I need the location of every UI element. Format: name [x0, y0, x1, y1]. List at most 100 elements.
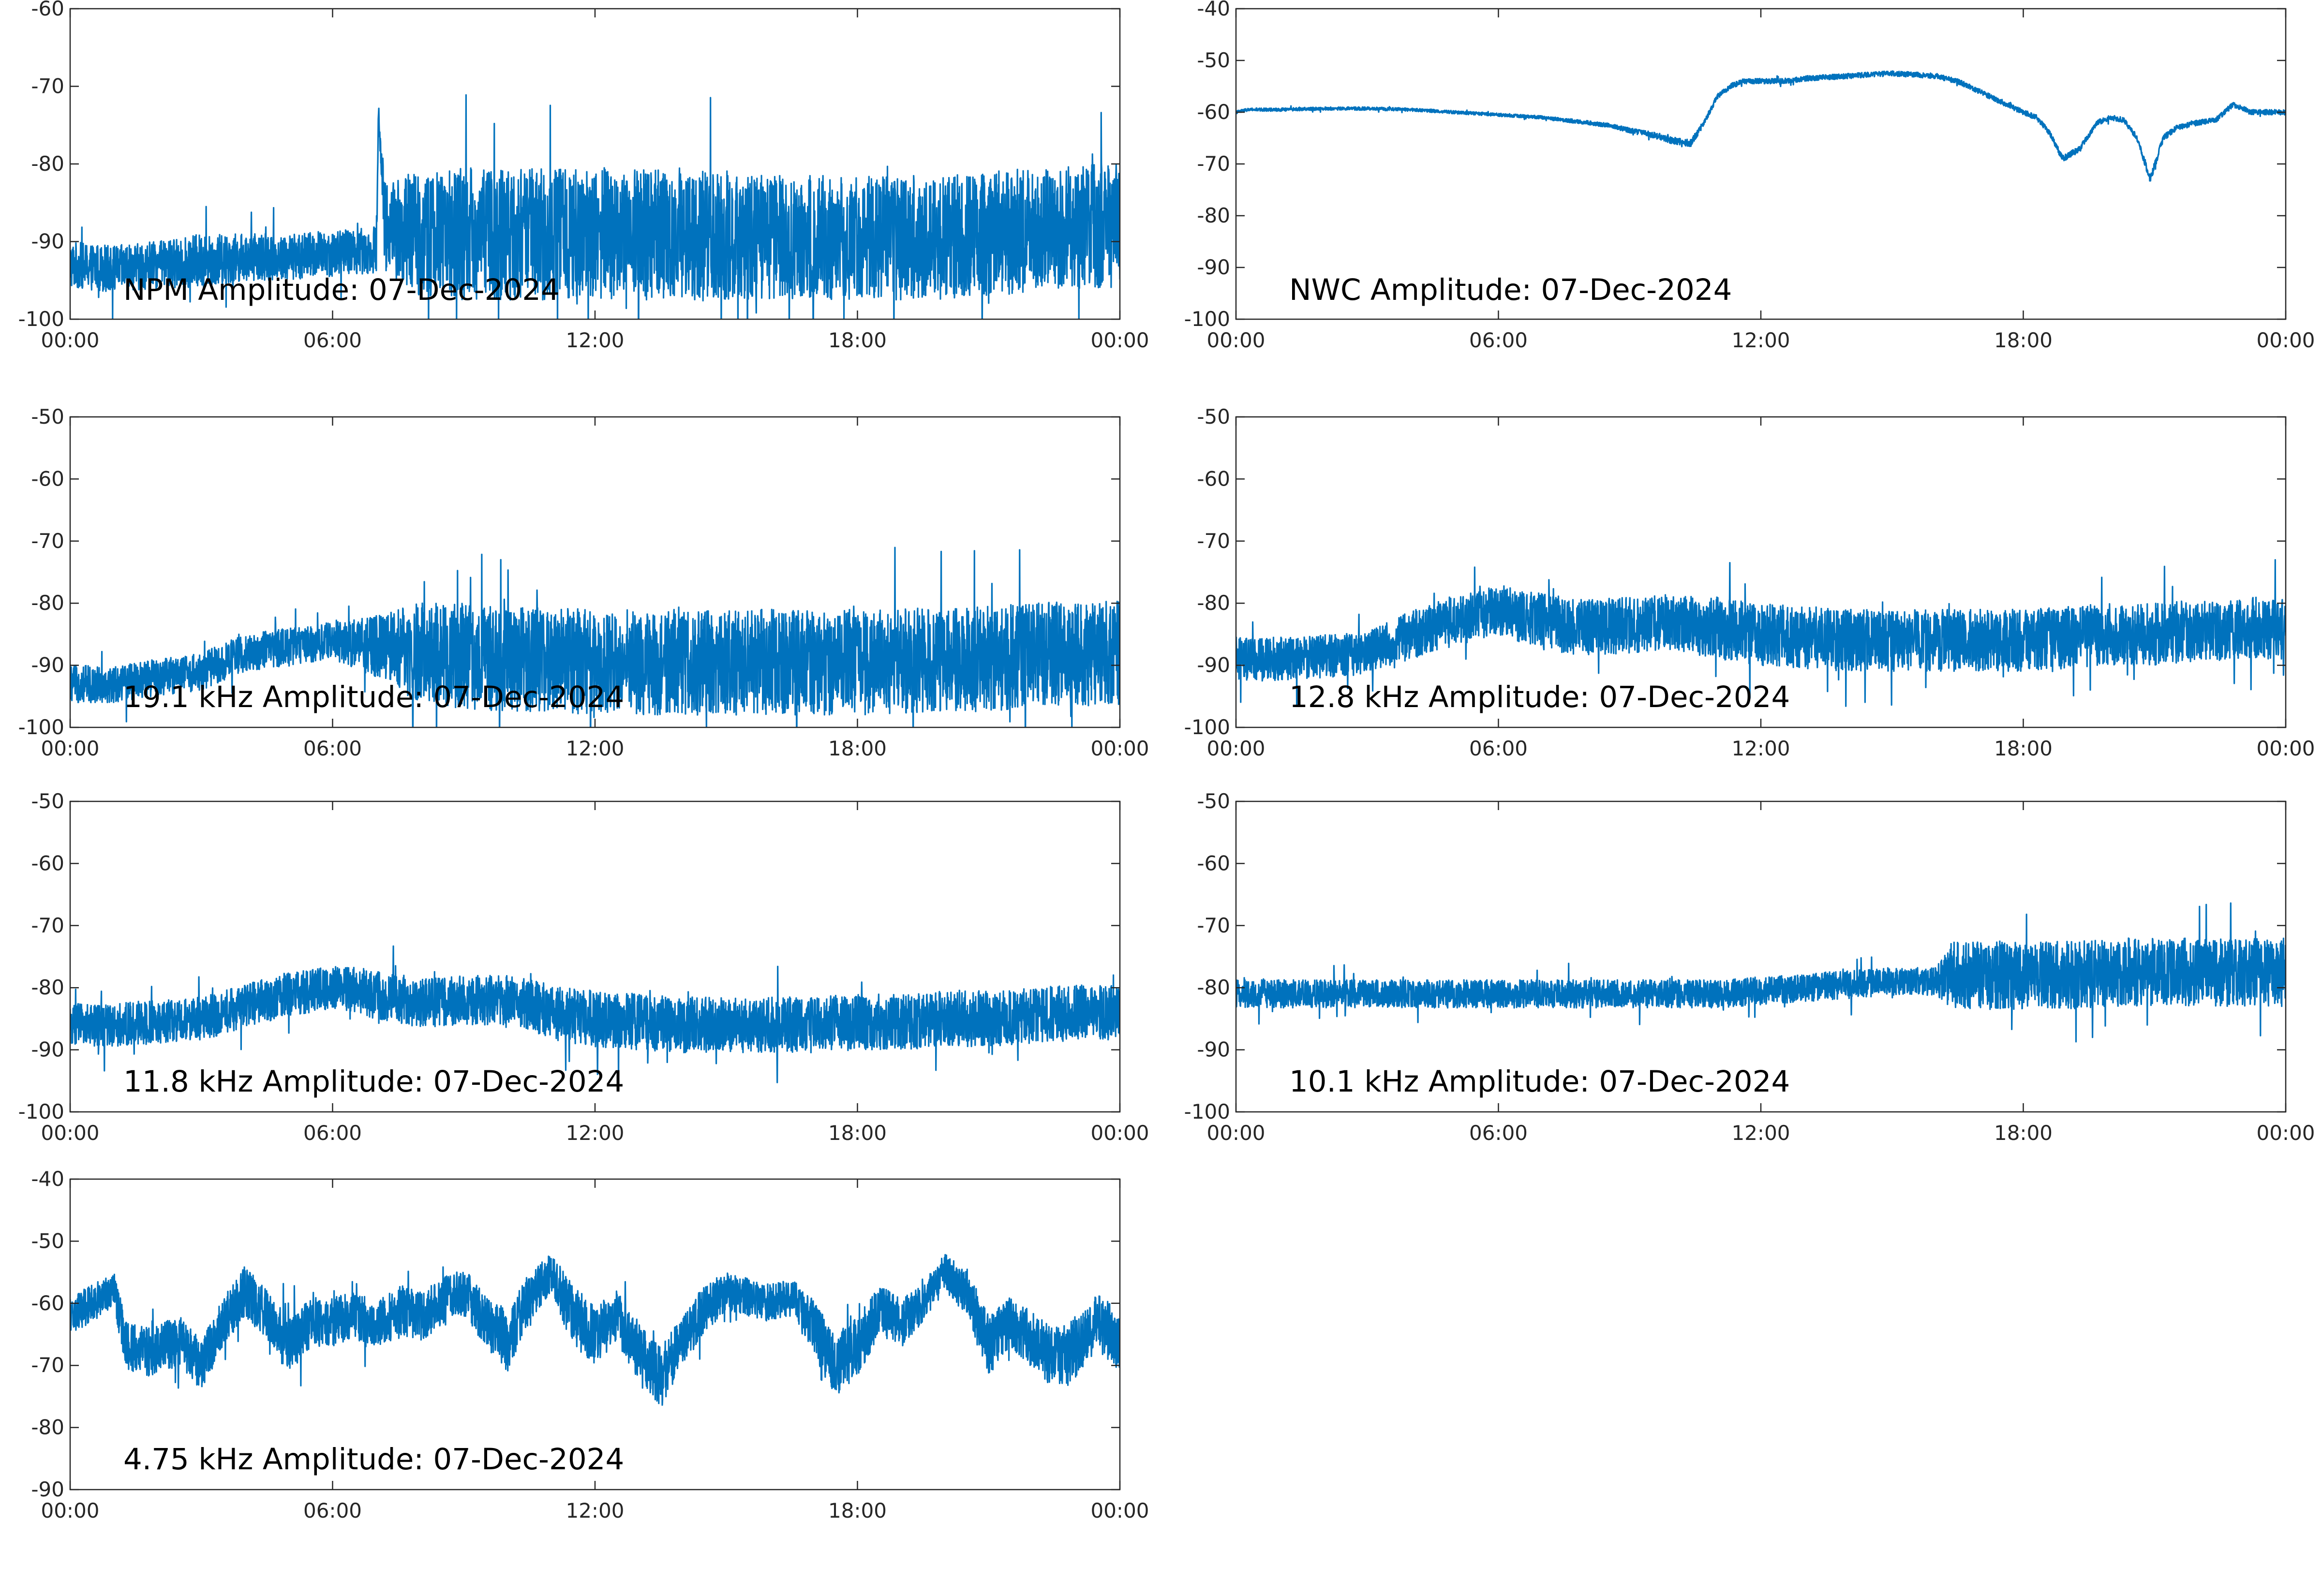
plot-area: 00:00 06:00 12:00 18:00 00:00-100-90-80-70-6… [1184, 405, 2315, 760]
y-tick-label: -50 [1197, 789, 1230, 813]
y-tick-label: -60 [1197, 100, 1230, 124]
panel-npm: 00:00 06:00 12:00 18:00 00:00-100-90-80-70-6… [18, 0, 1149, 352]
x-tick-label: 06:00 [1469, 328, 1528, 352]
x-tick-label: 00:00 [41, 328, 99, 352]
panel-title: 19.1 kHz Amplitude: 07-Dec-2024 [123, 680, 624, 714]
y-tick-label: -100 [18, 307, 64, 331]
x-tick-label: 00:00 [41, 1121, 99, 1145]
y-tick-label: -70 [31, 74, 64, 98]
plot-area: 00:00 06:00 12:00 18:00 00:00-100-90-80-70-6… [1184, 789, 2315, 1145]
x-tick-label: 18:00 [1994, 328, 2053, 352]
y-tick-label: -50 [1197, 48, 1230, 72]
panel-12-8-khz: 00:00 06:00 12:00 18:00 00:00-100-90-80-70-6… [1184, 405, 2315, 760]
y-tick-label: -100 [18, 715, 64, 739]
y-tick-label: -50 [31, 789, 64, 813]
x-tick-label: 06:00 [1469, 1121, 1528, 1145]
y-tick-label: -60 [1197, 851, 1230, 875]
y-tick-label: -60 [31, 1291, 64, 1315]
y-tick-label: -90 [1197, 653, 1230, 677]
y-tick-label: -80 [1197, 204, 1230, 227]
panel-title: NWC Amplitude: 07-Dec-2024 [1289, 273, 1732, 307]
y-tick-label: -100 [18, 1100, 64, 1123]
series-line [70, 1254, 1120, 1406]
x-tick-label: 12:00 [566, 328, 624, 352]
y-tick-label: -80 [31, 152, 64, 176]
series-line [1236, 559, 2286, 707]
x-tick-label: 18:00 [828, 328, 887, 352]
y-tick-label: -70 [1197, 529, 1230, 553]
y-tick-label: -60 [31, 0, 64, 20]
y-tick-label: -80 [31, 1416, 64, 1439]
x-tick-label: 18:00 [1994, 737, 2053, 760]
y-tick-label: -80 [31, 975, 64, 999]
y-tick-label: -90 [31, 653, 64, 677]
panel-title: 4.75 kHz Amplitude: 07-Dec-2024 [123, 1442, 624, 1477]
panel-19-1-khz: 00:00 06:00 12:00 18:00 00:00-100-90-80-70-6… [18, 405, 1149, 760]
plot-area: 00:00 06:00 12:00 18:00 00:00-100-90-80-70-6… [18, 789, 1149, 1145]
y-tick-label: -70 [31, 529, 64, 553]
panel-title: NPM Amplitude: 07-Dec-2024 [123, 273, 560, 307]
y-tick-label: -80 [31, 591, 64, 615]
x-tick-label: 00:00 [2256, 1121, 2315, 1145]
x-tick-label: 12:00 [566, 1121, 624, 1145]
series-line [70, 945, 1120, 1083]
y-tick-label: -80 [1197, 591, 1230, 615]
panel-11-8-khz: 00:00 06:00 12:00 18:00 00:00-100-90-80-70-6… [18, 789, 1149, 1145]
x-tick-label: 00:00 [2256, 328, 2315, 352]
x-tick-label: 06:00 [303, 1121, 362, 1145]
panel-nwc: 00:00 06:00 12:00 18:00 00:00-100-90-80-70-6… [1184, 0, 2315, 352]
panel-4-75-khz: 00:00 06:00 12:00 18:00 00:00-90-80-70-60-50… [31, 1167, 1149, 1522]
x-tick-label: 00:00 [1206, 328, 1265, 352]
y-tick-label: -70 [31, 914, 64, 937]
x-tick-label: 00:00 [1090, 328, 1149, 352]
x-tick-label: 12:00 [1731, 1121, 1790, 1145]
y-tick-label: -40 [31, 1167, 64, 1191]
x-tick-label: 00:00 [1206, 1121, 1265, 1145]
y-tick-label: -90 [31, 1478, 64, 1501]
x-tick-label: 00:00 [1090, 737, 1149, 760]
y-tick-label: -60 [31, 851, 64, 875]
x-tick-label: 18:00 [828, 1121, 887, 1145]
panel-title: 12.8 kHz Amplitude: 07-Dec-2024 [1289, 680, 1790, 714]
panel-title: 10.1 kHz Amplitude: 07-Dec-2024 [1289, 1064, 1790, 1099]
x-tick-label: 18:00 [828, 737, 887, 760]
panel-title: 11.8 kHz Amplitude: 07-Dec-2024 [123, 1064, 624, 1099]
y-tick-label: -80 [1197, 975, 1230, 999]
y-tick-label: -90 [1197, 1038, 1230, 1062]
x-tick-label: 12:00 [566, 1499, 624, 1522]
y-tick-label: -90 [31, 230, 64, 253]
y-tick-label: -70 [1197, 152, 1230, 176]
y-tick-label: -70 [1197, 914, 1230, 937]
y-tick-label: -50 [1197, 405, 1230, 429]
plot-area: 00:00 06:00 12:00 18:00 00:00-100-90-80-70-6… [18, 0, 1149, 352]
y-tick-label: -100 [1184, 307, 1230, 331]
y-tick-label: -90 [1197, 255, 1230, 279]
x-tick-label: 00:00 [1206, 737, 1265, 760]
x-tick-label: 00:00 [2256, 737, 2315, 760]
x-tick-label: 12:00 [1731, 328, 1790, 352]
y-tick-label: -50 [31, 1229, 64, 1253]
y-tick-label: -40 [1197, 0, 1230, 20]
y-tick-label: -100 [1184, 1100, 1230, 1123]
y-tick-label: -90 [31, 1038, 64, 1062]
x-tick-label: 18:00 [1994, 1121, 2053, 1145]
plot-area: 00:00 06:00 12:00 18:00 00:00-100-90-80-70-6… [18, 405, 1149, 760]
series-line [1236, 70, 2286, 182]
x-tick-label: 00:00 [41, 1499, 99, 1522]
y-tick-label: -70 [31, 1353, 64, 1377]
plot-area: 00:00 06:00 12:00 18:00 00:00-90-80-70-60-50… [31, 1167, 1149, 1522]
x-tick-label: 06:00 [303, 737, 362, 760]
y-tick-label: -60 [31, 467, 64, 490]
panel-10-1-khz: 00:00 06:00 12:00 18:00 00:00-100-90-80-70-6… [1184, 789, 2315, 1145]
y-tick-label: -100 [1184, 715, 1230, 739]
x-tick-label: 00:00 [1090, 1499, 1149, 1522]
x-tick-label: 00:00 [1090, 1121, 1149, 1145]
x-tick-label: 06:00 [1469, 737, 1528, 760]
y-tick-label: -50 [31, 405, 64, 429]
series-line [70, 94, 1120, 319]
x-tick-label: 12:00 [566, 737, 624, 760]
x-tick-label: 18:00 [828, 1499, 887, 1522]
x-tick-label: 12:00 [1731, 737, 1790, 760]
y-tick-label: -60 [1197, 467, 1230, 490]
